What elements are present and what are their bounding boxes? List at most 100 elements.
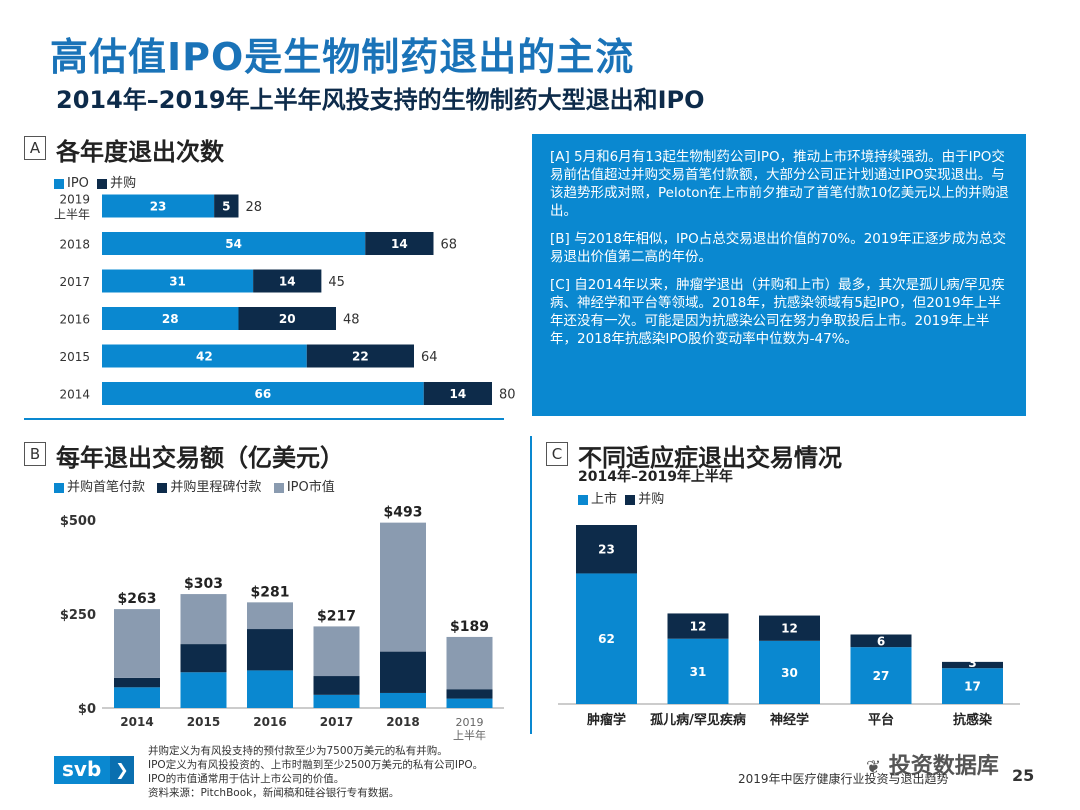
y-tick-label: $0 <box>78 702 96 717</box>
info-paragraph-c: [C] 自2014年以来，肿瘤学退出（并购和上市）最多，其次是孤儿病/罕见疾病、… <box>550 277 1005 347</box>
category-label: 2016 <box>59 313 90 327</box>
bar-segment <box>102 194 215 218</box>
chart-c-indications: 62 23 肿瘤学 31 12 孤儿病/罕见疾病 30 12 神经学 27 6 平台 17 3 抗感染 <box>558 525 1020 728</box>
bar-segment <box>942 668 1003 704</box>
data-label: 12 <box>781 622 798 636</box>
panel-a-title: 各年度退出次数 <box>56 138 224 166</box>
data-label: 54 <box>225 237 242 251</box>
legend-swatch-ipo <box>54 178 64 189</box>
data-label: 6 <box>877 634 885 648</box>
total-label: $303 <box>184 576 223 592</box>
chart-b-exit-values: $0 $250 $500 $263 2014 $303 2015 $281 2016 $217 20… <box>60 505 504 742</box>
footnote-line: 资料来源：PitchBook，新闻稿和硅谷银行专有数据。 <box>148 787 400 799</box>
data-label: 22 <box>352 350 369 364</box>
panel-b-letter: B <box>24 442 46 466</box>
wechat-icon: ❦ <box>866 757 882 778</box>
y-tick-label: $500 <box>60 514 96 529</box>
panel-a-divider <box>24 418 504 420</box>
total-label: $189 <box>450 619 489 635</box>
data-label: 31 <box>690 665 707 679</box>
watermark-text: 投资数据库 <box>888 754 999 779</box>
bar-segment <box>180 594 227 645</box>
bar-segment <box>423 382 492 405</box>
svb-logo: svb ❯ <box>54 756 134 784</box>
bar-segment <box>365 232 434 255</box>
legend-label-first-payment: 并购首笔付款 <box>67 480 146 495</box>
bar-segment <box>180 672 227 708</box>
bar-segment <box>102 344 307 368</box>
category-label: 2017 <box>59 275 90 289</box>
panel-b-divider <box>530 436 532 734</box>
bar-segment <box>313 694 360 708</box>
data-label: 3 <box>968 656 976 670</box>
chart-c-legend: 上市 并购 <box>578 488 664 507</box>
category-label: 2014 <box>120 715 153 729</box>
bar-segment <box>759 640 820 704</box>
category-label: 上半年 <box>54 208 90 222</box>
category-label: 2019 <box>456 716 484 729</box>
category-label: 2018 <box>59 238 90 252</box>
panel-a-letter: A <box>24 136 46 160</box>
bar-segment <box>114 687 160 708</box>
bar-segment <box>180 644 227 673</box>
bar-segment <box>576 525 637 574</box>
panel-b-title: 每年退出交易额（亿美元） <box>56 444 344 472</box>
total-label: $281 <box>251 584 290 600</box>
legend-swatch-listing <box>578 494 588 505</box>
bar-segment <box>313 626 360 677</box>
bar-segment <box>102 232 366 255</box>
legend-swatch-ma-c <box>625 494 636 505</box>
document-title: 2019年中医疗健康行业投资与退出趋势 <box>738 772 949 786</box>
bar-segment <box>102 307 239 330</box>
total-label: $217 <box>317 608 356 624</box>
data-label: 23 <box>598 543 615 557</box>
footnotes: 并购定义为有风投支持的预付款至少为7500万美元的私有并购。 IPO定义为有风投… <box>148 744 483 800</box>
category-label: 2015 <box>187 715 220 729</box>
bar-segment <box>942 661 1003 669</box>
legend-label-ma-c: 并购 <box>638 492 665 507</box>
data-label: 14 <box>391 237 408 251</box>
bar-segment <box>446 689 493 699</box>
data-label: 66 <box>255 387 272 401</box>
bar-segment <box>380 651 426 693</box>
bar-segment <box>446 636 493 690</box>
chevron-right-icon: ❯ <box>110 756 134 784</box>
legend-swatch-ipo-value <box>273 482 284 493</box>
category-label: 2015 <box>59 350 90 364</box>
data-label: 5 <box>222 200 230 214</box>
total-label: 68 <box>441 238 458 253</box>
category-label: 孤儿病/罕见疾病 <box>650 712 746 728</box>
data-label: 27 <box>873 669 890 683</box>
bar-segment <box>247 670 293 708</box>
category-label: 平台 <box>868 712 894 728</box>
data-label: 12 <box>690 620 707 634</box>
category-label: 2017 <box>320 715 353 729</box>
data-label: 28 <box>162 312 179 326</box>
data-label: 14 <box>450 387 467 401</box>
legend-swatch-milestone <box>157 482 168 493</box>
info-box: [A] 5月和6月有13起生物制药公司IPO，推动上市环境持续强劲。由于IPO交… <box>532 134 1026 416</box>
bar-segment <box>306 344 414 368</box>
footnote-line: 并购定义为有风投支持的预付款至少为7500万美元的私有并购。 <box>148 745 448 757</box>
footnote-line: IPO的市值通常用于估计上市公司的价值。 <box>148 773 345 785</box>
category-label: 2016 <box>253 715 286 729</box>
bar-segment <box>114 677 160 688</box>
legend-label-ma: 并购 <box>110 176 137 191</box>
bar-segment <box>114 609 160 678</box>
category-label: 神经学 <box>770 712 809 728</box>
bar-segment <box>102 269 254 293</box>
total-label: 80 <box>499 388 516 403</box>
bar-segment <box>253 269 322 293</box>
logo-text: svb <box>62 757 102 781</box>
chart-a-legend: IPO 并购 <box>54 172 136 191</box>
data-label: 42 <box>196 350 213 364</box>
bar-segment <box>238 307 336 330</box>
bar-segment <box>380 692 426 708</box>
panel-c-subtitle: 2014年–2019年上半年 <box>578 469 733 485</box>
category-label: 2014 <box>59 388 90 402</box>
data-label: 30 <box>781 666 798 680</box>
total-label: 45 <box>328 275 345 290</box>
data-label: 14 <box>279 275 296 289</box>
panel-c-letter: C <box>546 442 568 466</box>
